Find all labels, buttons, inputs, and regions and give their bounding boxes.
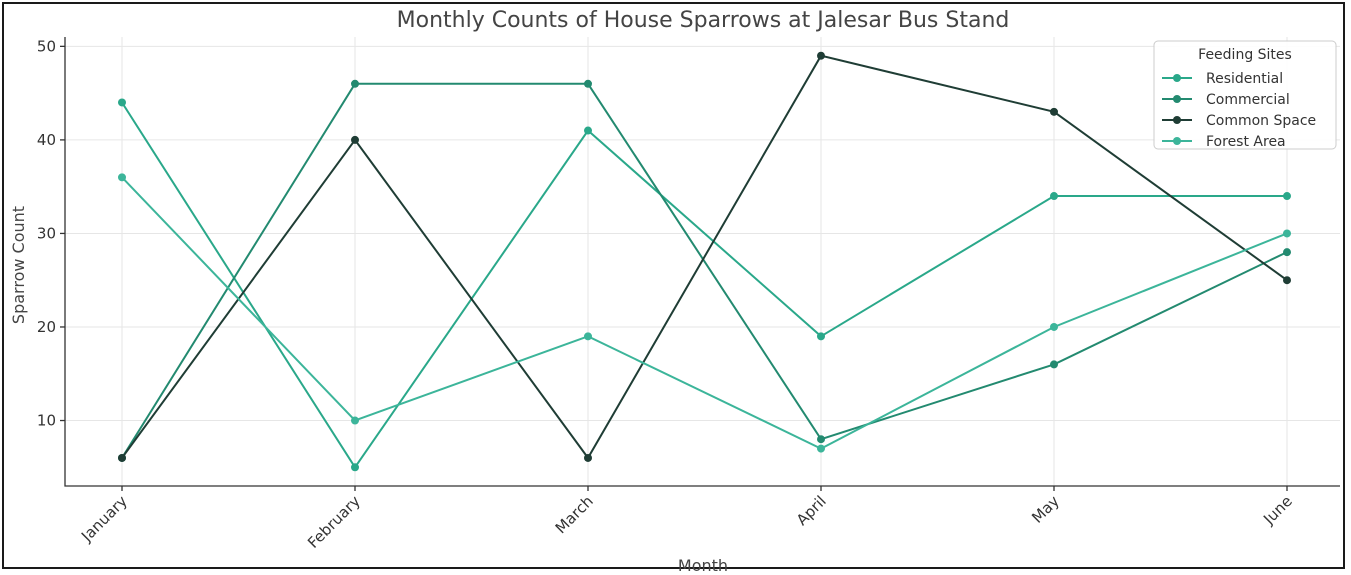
- data-point: [817, 444, 825, 453]
- axes: 10 20 30 40 50 January February March April May Ju…: [37, 37, 1340, 552]
- data-point: [1050, 322, 1058, 331]
- data-point: [351, 135, 359, 144]
- y-tick-label: 40: [37, 131, 56, 149]
- series-common-space: [118, 51, 1291, 462]
- legend-label: Commercial: [1206, 92, 1290, 108]
- series-residential: [118, 98, 1291, 472]
- data-point: [584, 126, 592, 135]
- legend-swatch-marker: [1173, 137, 1181, 145]
- legend-label: Common Space: [1206, 113, 1316, 129]
- legend-swatch-marker: [1173, 74, 1181, 82]
- y-tick-label: 20: [37, 318, 56, 336]
- data-point: [817, 51, 825, 60]
- legend-box: [1153, 40, 1337, 150]
- legend-swatch-marker: [1173, 116, 1181, 124]
- data-point: [1050, 360, 1058, 369]
- x-tick-label: January: [77, 492, 131, 546]
- series-forest-area: [118, 173, 1291, 453]
- legend-title: Feeding Sites: [1198, 47, 1292, 63]
- data-point: [1283, 248, 1291, 257]
- axis-spine: [64, 37, 1340, 487]
- y-tick-label: 50: [37, 37, 56, 55]
- data-point: [1050, 107, 1058, 116]
- data-point: [1283, 229, 1291, 238]
- data-point: [351, 79, 359, 88]
- data-point: [118, 173, 126, 182]
- data-point: [351, 463, 359, 472]
- series-line: [121, 176, 1288, 450]
- data-point: [584, 332, 592, 341]
- data-point: [584, 79, 592, 88]
- data-point: [1283, 192, 1291, 201]
- data-point: [1283, 276, 1291, 285]
- data-point: [1050, 192, 1058, 201]
- series-line: [121, 82, 1288, 459]
- x-axis-label: Month: [678, 556, 728, 575]
- legend-swatch-marker: [1173, 95, 1181, 103]
- series-commercial: [118, 79, 1291, 462]
- y-tick-label: 10: [37, 412, 56, 430]
- chart-title: Monthly Counts of House Sparrows at Jale…: [397, 8, 1010, 33]
- data-point: [351, 416, 359, 425]
- x-tick-label: May: [1028, 492, 1063, 527]
- series-line: [121, 101, 1287, 470]
- data-point: [118, 98, 126, 107]
- legend-label: Residential: [1206, 71, 1283, 87]
- x-tick-label: March: [552, 492, 597, 537]
- series: [118, 51, 1291, 472]
- y-axis-label: Sparrow Count: [9, 206, 28, 324]
- data-point: [584, 453, 592, 462]
- x-tick-label: June: [1259, 492, 1296, 529]
- data-point: [817, 435, 825, 444]
- data-point: [817, 332, 825, 341]
- data-point: [118, 453, 126, 462]
- series-line: [121, 54, 1288, 460]
- x-tick-label: February: [304, 492, 364, 552]
- x-tick-label: April: [793, 492, 830, 529]
- legend-label: Forest Area: [1206, 134, 1286, 150]
- y-tick-label: 30: [37, 224, 56, 242]
- legend: Feeding Sites Residential Commercial Common…: [1153, 40, 1337, 150]
